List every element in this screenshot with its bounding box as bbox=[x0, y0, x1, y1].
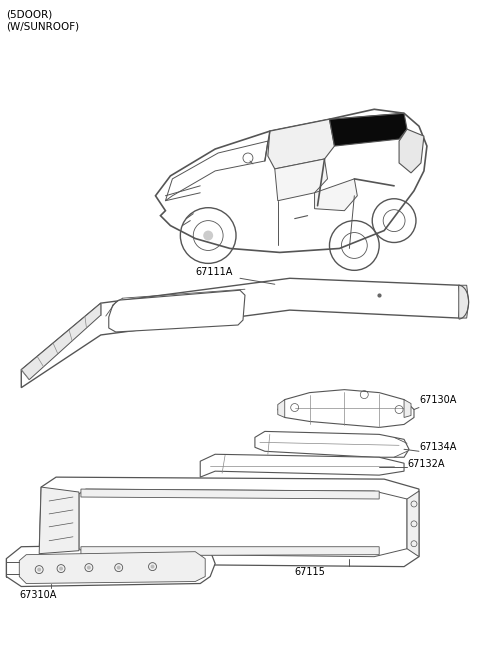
Polygon shape bbox=[39, 477, 419, 567]
Text: (5DOOR): (5DOOR) bbox=[6, 10, 53, 20]
Text: 67130A: 67130A bbox=[419, 394, 456, 405]
Polygon shape bbox=[404, 400, 411, 417]
Polygon shape bbox=[109, 290, 245, 332]
Text: 67111A: 67111A bbox=[195, 267, 233, 277]
Circle shape bbox=[151, 565, 155, 569]
Polygon shape bbox=[278, 390, 414, 428]
Polygon shape bbox=[314, 179, 357, 211]
Text: 67132A: 67132A bbox=[407, 459, 444, 469]
Circle shape bbox=[87, 566, 91, 570]
Polygon shape bbox=[21, 303, 101, 380]
Polygon shape bbox=[278, 400, 285, 417]
Polygon shape bbox=[79, 489, 407, 557]
Circle shape bbox=[203, 231, 213, 240]
Polygon shape bbox=[166, 141, 268, 200]
Polygon shape bbox=[275, 159, 327, 200]
Polygon shape bbox=[459, 285, 468, 318]
Text: (W/SUNROOF): (W/SUNROOF) bbox=[6, 22, 80, 32]
Circle shape bbox=[117, 566, 120, 570]
Polygon shape bbox=[329, 113, 407, 146]
Polygon shape bbox=[81, 547, 379, 555]
Polygon shape bbox=[39, 487, 79, 553]
Polygon shape bbox=[81, 489, 379, 499]
Polygon shape bbox=[156, 109, 427, 252]
Polygon shape bbox=[19, 552, 205, 584]
Polygon shape bbox=[255, 432, 409, 457]
Polygon shape bbox=[407, 491, 419, 557]
Polygon shape bbox=[399, 129, 424, 173]
Polygon shape bbox=[6, 544, 215, 586]
Circle shape bbox=[59, 567, 63, 571]
Text: 67310A: 67310A bbox=[19, 590, 57, 601]
Polygon shape bbox=[200, 455, 404, 477]
Polygon shape bbox=[21, 278, 461, 388]
Text: 67134A: 67134A bbox=[419, 442, 456, 453]
Polygon shape bbox=[268, 119, 335, 169]
Text: 67115: 67115 bbox=[295, 567, 325, 576]
Circle shape bbox=[37, 568, 41, 572]
